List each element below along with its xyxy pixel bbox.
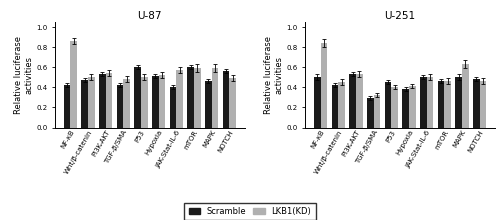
Bar	[116, 85, 123, 128]
Bar	[134, 67, 141, 128]
Bar	[99, 74, 105, 128]
Bar	[356, 74, 362, 128]
Bar	[82, 80, 88, 128]
Bar	[426, 77, 434, 128]
Bar	[462, 64, 468, 128]
Bar	[205, 81, 212, 128]
Bar	[384, 82, 392, 128]
Bar	[332, 85, 338, 128]
Bar	[438, 81, 444, 128]
Bar	[420, 77, 426, 128]
Bar	[350, 74, 356, 128]
Bar	[124, 79, 130, 128]
Bar	[64, 85, 70, 128]
Bar	[230, 78, 236, 128]
Title: U-87: U-87	[138, 11, 162, 21]
Bar	[338, 82, 345, 128]
Bar	[222, 71, 230, 128]
Y-axis label: Relative luciferase
activities: Relative luciferase activities	[264, 36, 283, 114]
Bar	[106, 73, 112, 128]
Bar	[473, 79, 480, 128]
Bar	[170, 87, 176, 128]
Bar	[176, 70, 183, 128]
Title: U-251: U-251	[384, 11, 416, 21]
Bar	[141, 77, 148, 128]
Bar	[367, 98, 374, 128]
Bar	[444, 81, 451, 128]
Bar	[70, 41, 77, 128]
Bar	[152, 76, 158, 128]
Bar	[188, 67, 194, 128]
Bar	[392, 87, 398, 128]
Bar	[314, 77, 320, 128]
Bar	[456, 77, 462, 128]
Bar	[158, 75, 166, 128]
Legend: Scramble, LKB1(KD): Scramble, LKB1(KD)	[184, 203, 316, 220]
Bar	[480, 81, 486, 128]
Y-axis label: Relative luciferase
activities: Relative luciferase activities	[14, 36, 34, 114]
Bar	[320, 43, 328, 128]
Bar	[88, 77, 94, 128]
Bar	[409, 86, 416, 128]
Bar	[402, 89, 409, 128]
Bar	[374, 95, 380, 128]
Bar	[212, 68, 218, 128]
Bar	[194, 68, 200, 128]
